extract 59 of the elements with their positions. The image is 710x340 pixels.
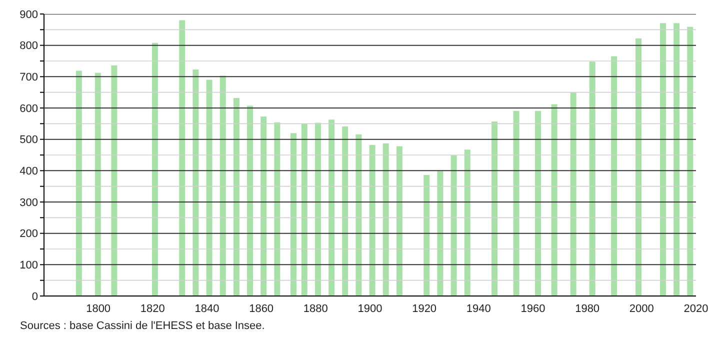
bar xyxy=(369,144,376,296)
bar xyxy=(382,143,389,296)
bar xyxy=(589,62,596,296)
bar xyxy=(464,150,470,296)
x-tick-label: 1800 xyxy=(86,302,111,315)
y-tick-label: 500 xyxy=(20,134,38,146)
bar xyxy=(260,116,267,296)
bar xyxy=(233,98,240,296)
bar xyxy=(492,121,498,296)
bar xyxy=(450,155,457,296)
bar xyxy=(342,126,348,296)
x-tick-label: 1860 xyxy=(249,302,274,315)
bar xyxy=(636,38,642,296)
y-tick-label: 200 xyxy=(20,228,38,240)
x-tick-label: 1960 xyxy=(520,302,546,315)
bar xyxy=(513,110,520,296)
bar xyxy=(551,104,558,296)
bar xyxy=(437,171,444,296)
x-tick-label: 2000 xyxy=(629,302,654,315)
source-note: Sources : base Cassini de l'EHESS et base Insee. xyxy=(20,320,266,332)
bar xyxy=(111,65,118,296)
bar xyxy=(152,42,158,296)
y-tick-label: 900 xyxy=(20,8,38,21)
x-tick-label: 1900 xyxy=(358,302,382,315)
bar xyxy=(535,110,541,296)
bar xyxy=(247,106,254,296)
bar xyxy=(274,122,280,296)
y-tick-label: 100 xyxy=(20,260,38,272)
x-tick-label: 2020 xyxy=(684,302,708,315)
bar xyxy=(301,124,308,296)
x-tick-label: 1880 xyxy=(303,302,328,315)
bar xyxy=(192,69,199,296)
bar xyxy=(76,70,82,296)
y-tick-label: 0 xyxy=(32,290,38,303)
bar xyxy=(94,72,101,296)
bar xyxy=(220,76,226,296)
x-tick-label: 1920 xyxy=(412,302,437,315)
x-tick-label: 1820 xyxy=(140,302,165,315)
bar xyxy=(611,56,618,296)
bar xyxy=(687,26,694,296)
bar xyxy=(570,92,576,296)
y-tick-label: 400 xyxy=(20,166,38,178)
bar xyxy=(396,146,402,296)
x-tick-label: 1840 xyxy=(194,302,220,315)
bar xyxy=(674,23,680,296)
y-tick-label: 600 xyxy=(20,102,38,115)
x-tick-label: 1940 xyxy=(466,302,491,315)
bar xyxy=(356,134,362,296)
bar xyxy=(328,120,335,296)
y-tick-label: 800 xyxy=(20,40,38,52)
bar xyxy=(206,80,212,296)
bar xyxy=(290,133,296,296)
bar xyxy=(179,20,186,296)
x-tick-label: 1980 xyxy=(575,302,600,315)
bar xyxy=(660,23,666,296)
bar xyxy=(424,175,430,296)
bar xyxy=(314,122,321,296)
y-tick-label: 700 xyxy=(20,72,38,84)
y-tick-label: 300 xyxy=(20,196,38,209)
